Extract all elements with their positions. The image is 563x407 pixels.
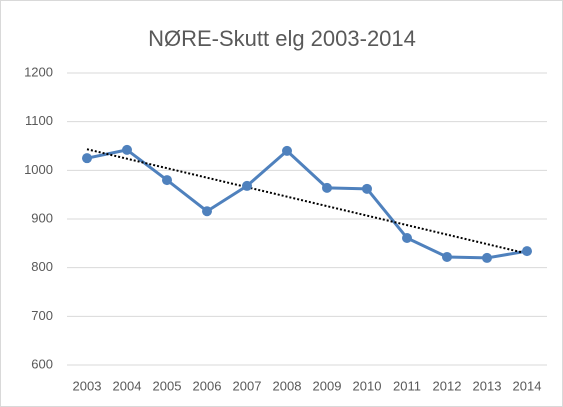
x-tick-label: 2003 [73,378,102,393]
x-tick-label: 2009 [313,378,342,393]
data-point [522,246,532,257]
data-point [282,145,292,156]
x-tick-label: 2010 [353,378,382,393]
y-tick-label: 1100 [25,113,53,128]
y-tick-label: 700 [31,308,53,323]
x-tick-label: 2011 [393,378,421,393]
x-tick-label: 2006 [193,378,222,393]
x-tick-label: 2007 [233,378,262,393]
y-tick-label: 1000 [24,162,53,177]
data-point [482,252,492,263]
x-tick-label: 2005 [153,378,182,393]
data-point [442,251,452,262]
data-point [362,183,372,194]
y-tick-label: 1200 [24,64,53,79]
data-point [162,175,172,186]
data-point [322,182,332,193]
data-point [122,144,132,155]
data-point [402,232,412,243]
trendline [86,148,528,255]
y-tick-label: 600 [31,356,53,371]
x-tick-label: 2012 [433,378,462,393]
x-tick-label: 2004 [113,378,142,393]
data-point [242,180,252,191]
y-tick-label: 800 [31,259,53,274]
x-tick-label: 2008 [273,378,302,393]
data-point [82,153,92,164]
chart-title: NØRE-Skutt elg 2003-2014 [148,26,416,51]
data-line [86,148,528,260]
y-tick-label: 900 [31,210,53,225]
x-tick-label: 2014 [513,378,542,393]
x-tick-label: 2013 [473,378,502,393]
data-point [202,206,212,217]
